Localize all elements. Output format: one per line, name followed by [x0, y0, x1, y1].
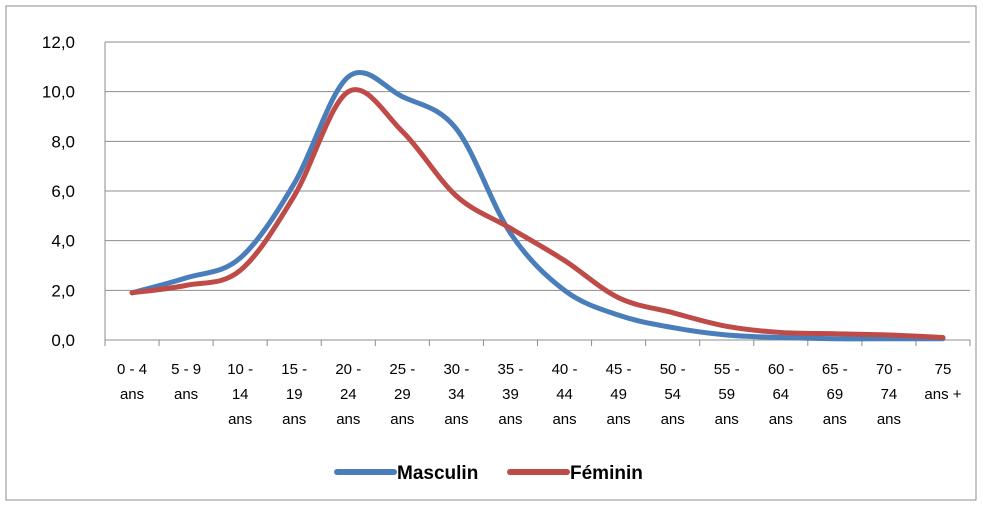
x-category-label: 5 - 9 ans — [171, 361, 201, 403]
x-category-label: 65 -69 ans — [822, 361, 848, 428]
x-category-label: 75 ans + — [924, 361, 961, 403]
y-tick-label: 12,0 — [42, 33, 75, 52]
y-tick-label: 2,0 — [51, 281, 75, 300]
x-category-label: 45 -49 ans — [606, 361, 632, 428]
chart-frame — [5, 5, 977, 501]
series-line-masculin — [129, 69, 946, 342]
y-tick-label: 6,0 — [51, 182, 75, 201]
series-line-f-minin — [129, 87, 946, 341]
legend-label-masculin: Masculin — [397, 463, 478, 484]
y-tick-label: 8,0 — [51, 132, 75, 151]
x-category-label: 20 -24 ans — [335, 361, 361, 428]
x-category-label: 25 -29 ans — [389, 361, 415, 428]
y-tick-label: 0,0 — [51, 331, 75, 350]
x-category-label: 70 -74 ans — [876, 361, 902, 428]
x-category-label: 40 -44 ans — [552, 361, 578, 428]
x-category-label: 55 -59 ans — [714, 361, 740, 428]
y-tick-label: 10,0 — [42, 83, 75, 102]
y-tick-label: 4,0 — [51, 232, 75, 251]
x-category-label: 30 -34 ans — [443, 361, 469, 428]
x-category-label: 35 -39 ans — [498, 361, 524, 428]
x-category-label: 10 -14 ans — [227, 361, 253, 428]
x-category-label: 60 -64 ans — [768, 361, 794, 428]
legend-label-f-minin: Féminin — [570, 463, 643, 484]
x-category-label: 50 -54 ans — [660, 361, 686, 428]
x-category-label: 0 - 4 ans — [117, 361, 147, 403]
x-category-label: 15 -19 ans — [281, 361, 307, 428]
